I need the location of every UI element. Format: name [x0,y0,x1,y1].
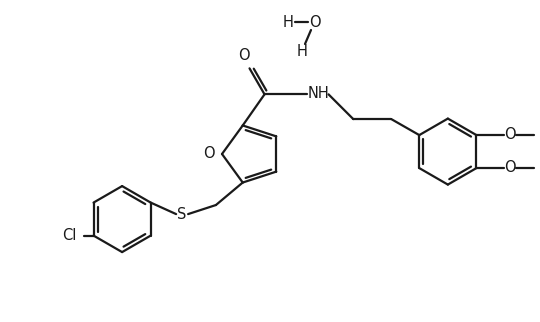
Text: O: O [204,146,215,160]
Text: O: O [309,14,321,30]
Text: H: H [296,43,307,59]
Text: O: O [504,160,516,175]
Text: H: H [282,14,293,30]
Text: O: O [238,48,249,63]
Text: Cl: Cl [62,228,77,243]
Text: NH: NH [308,86,329,101]
Text: O: O [504,127,516,142]
Text: S: S [178,207,187,222]
